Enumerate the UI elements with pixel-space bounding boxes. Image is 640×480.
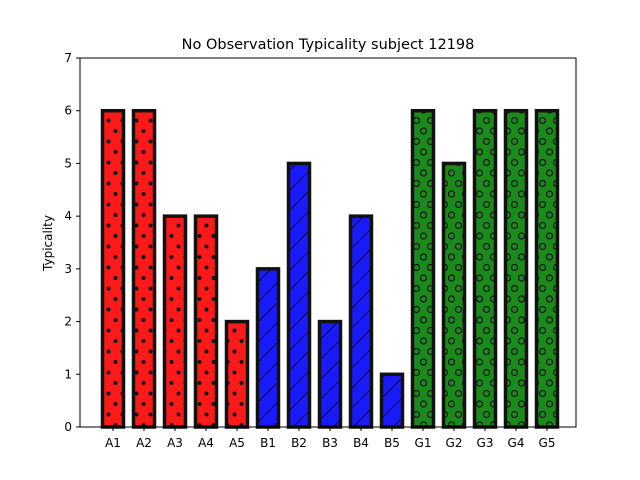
chart-title: No Observation Typicality subject 12198 xyxy=(182,37,475,53)
bar-hatch-g4 xyxy=(503,108,529,429)
bar-hatch-g1 xyxy=(410,108,436,429)
x-tick-label: B4 xyxy=(353,436,369,450)
x-tick-label: A3 xyxy=(167,436,183,450)
bar-hatch-b2 xyxy=(286,161,312,429)
y-tick-label: 2 xyxy=(64,315,72,329)
y-tick-label: 6 xyxy=(64,104,72,118)
bar-hatch-g2 xyxy=(441,161,467,429)
y-tick-label: 1 xyxy=(64,367,72,381)
y-tick-label: 4 xyxy=(64,209,72,223)
x-tick-label: B5 xyxy=(384,436,400,450)
y-tick-label: 3 xyxy=(64,262,72,276)
bar-hatch-b3 xyxy=(317,319,343,429)
x-tick-label: G3 xyxy=(477,436,494,450)
bar-hatch-a1 xyxy=(100,108,126,429)
bar-hatch-a2 xyxy=(131,108,157,429)
bar-hatch-b4 xyxy=(348,214,374,429)
bar-hatch-g3 xyxy=(472,108,498,429)
x-axis: A1 A2 A3 A4 A5 B1 B2 B3 B4 B5 G1 G2 G3 G4 G5 xyxy=(105,427,555,450)
bar-hatch-g5 xyxy=(534,108,560,429)
bar-hatch-b5 xyxy=(379,372,405,429)
x-tick-label: G5 xyxy=(539,436,556,450)
x-tick-label: B2 xyxy=(291,436,307,450)
x-tick-label: G4 xyxy=(508,436,525,450)
bar-hatch-a4 xyxy=(193,214,219,429)
y-axis: 0 1 2 3 4 5 6 7 xyxy=(64,51,80,434)
bar-hatch-b1 xyxy=(255,267,281,429)
x-tick-label: G2 xyxy=(446,436,463,450)
bar-hatch-a5 xyxy=(224,319,250,429)
y-axis-label: Typicality xyxy=(41,215,55,272)
plot-frame xyxy=(79,57,577,428)
bar-hatch-a3 xyxy=(162,214,188,429)
y-tick-label: 0 xyxy=(64,420,72,434)
x-tick-label: A2 xyxy=(136,436,152,450)
x-tick-label: A5 xyxy=(229,436,245,450)
x-tick-label: B1 xyxy=(260,436,276,450)
bar-group xyxy=(100,108,560,429)
x-tick-label: B3 xyxy=(322,436,338,450)
x-tick-label: A4 xyxy=(198,436,214,450)
x-tick-label: A1 xyxy=(105,436,121,450)
y-tick-label: 7 xyxy=(64,51,72,65)
y-tick-label: 5 xyxy=(64,156,72,170)
x-tick-label: G1 xyxy=(415,436,432,450)
